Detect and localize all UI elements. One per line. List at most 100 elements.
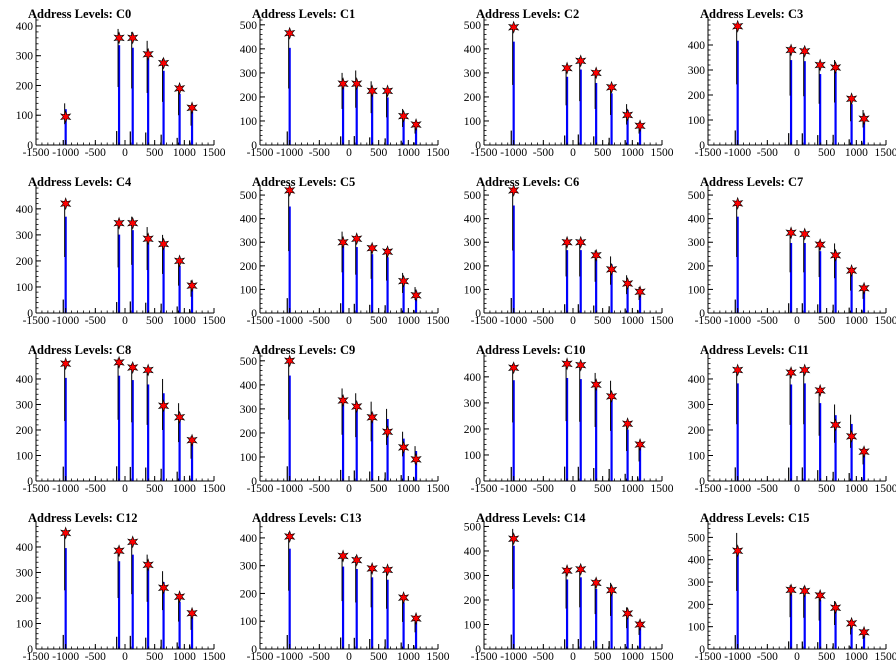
peak-marker	[605, 389, 618, 403]
histogram-tail	[832, 304, 834, 313]
y-tick-label: 0	[699, 308, 705, 320]
y-tick-label: 400	[240, 533, 258, 545]
histogram-tail	[817, 135, 819, 145]
histogram-bar	[638, 125, 642, 145]
histogram-tail	[564, 135, 566, 145]
x-tick-label: -500	[309, 651, 330, 663]
histogram-bar	[147, 384, 150, 481]
peak-marker	[634, 438, 646, 452]
histogram-tail	[286, 635, 288, 649]
x-tick-label: 1500	[427, 483, 450, 495]
histogram-bar	[117, 234, 121, 313]
histogram-tail	[593, 305, 595, 313]
chart-title: Address Levels: C6	[476, 175, 579, 189]
y-tick-label: 400	[464, 546, 482, 558]
histogram-tail	[413, 309, 415, 313]
x-tick-label: 0	[570, 483, 576, 495]
peak-marker	[113, 31, 125, 45]
peak-marker	[829, 248, 842, 262]
histogram-bar	[512, 545, 515, 649]
x-tick-label: 0	[794, 651, 800, 663]
histogram-bar	[147, 239, 150, 313]
chart-svg: Address Levels: C11 0 100 200 300 400 -1500 -10…	[688, 343, 896, 495]
x-tick-label: 1500	[651, 483, 674, 495]
histogram-bar	[386, 257, 389, 313]
histogram-bar	[819, 403, 822, 481]
histogram-tail	[62, 466, 64, 481]
histogram-bar	[819, 600, 822, 649]
peak-marker	[561, 235, 573, 249]
histogram-tail	[400, 308, 402, 313]
y-tick-label: 100	[688, 115, 706, 127]
chart-panel: Address Levels: C4 0 100 200 300 400 -1500 -100…	[0, 168, 226, 336]
histogram-tail	[369, 639, 371, 649]
histogram-bar	[190, 111, 194, 145]
histogram-tail	[801, 641, 803, 649]
histogram-bar	[64, 109, 67, 145]
histogram-bar	[414, 451, 418, 481]
y-tick-label: 500	[240, 190, 258, 202]
histogram-bar	[626, 429, 629, 481]
histogram-bar	[288, 375, 291, 481]
chart-svg: Address Levels: C4 0 100 200 300 400 -1500 -100…	[16, 175, 226, 327]
chart-title: Address Levels: C11	[700, 343, 809, 357]
y-tick-label: 0	[475, 644, 481, 656]
histogram-bar	[834, 71, 837, 145]
x-tick-label: -500	[85, 147, 106, 159]
peak-marker	[732, 544, 744, 558]
histogram-bar	[579, 69, 582, 145]
x-tick-label: -1000	[500, 147, 527, 159]
y-tick-label: 100	[688, 284, 706, 296]
y-tick-label: 0	[27, 476, 33, 488]
peak-marker	[621, 108, 634, 122]
histogram-bar	[178, 414, 181, 481]
histogram-bar	[162, 70, 165, 145]
x-tick-label: -500	[757, 651, 778, 663]
histogram-tail	[176, 306, 178, 313]
x-tick-label: -500	[85, 483, 106, 495]
x-tick-label: 500	[370, 651, 388, 663]
histogram-tail	[353, 136, 355, 145]
histogram-tail	[637, 309, 639, 313]
x-tick-label: 1500	[875, 315, 896, 327]
y-tick-label: 100	[464, 284, 482, 296]
y-tick-label: 300	[16, 567, 34, 579]
peak-marker	[351, 232, 363, 246]
x-tick-label: -500	[533, 315, 554, 327]
y-tick-label: 300	[688, 237, 706, 249]
peak-marker	[621, 417, 634, 431]
y-tick-label: 300	[688, 577, 706, 589]
x-tick-label: 1000	[621, 483, 644, 495]
y-tick-label: 100	[688, 450, 706, 462]
x-tick-label: 0	[570, 147, 576, 159]
x-tick-label: 0	[794, 315, 800, 327]
x-tick-label: -1000	[276, 147, 303, 159]
chart-panel: Address Levels: C10 0 100 200 300 400 -1500 -10…	[448, 336, 674, 504]
histogram-bar	[190, 442, 194, 481]
histogram-bar	[579, 577, 582, 649]
peak-marker	[366, 84, 378, 98]
peak-marker	[113, 216, 125, 230]
y-tick-label: 0	[475, 308, 481, 320]
histogram-tail	[510, 298, 512, 313]
histogram-tail	[340, 469, 342, 481]
peak-marker	[561, 564, 573, 578]
histogram-tail	[734, 130, 736, 145]
peak-marker	[157, 56, 170, 70]
histogram-tail	[116, 131, 118, 145]
y-tick-label: 0	[475, 476, 481, 488]
peak-marker	[397, 109, 410, 123]
x-tick-label: 1000	[621, 651, 644, 663]
histogram-bar	[789, 594, 793, 649]
peak-marker	[845, 616, 858, 630]
histogram-bar	[610, 264, 613, 313]
x-tick-label: 500	[818, 651, 836, 663]
histogram-bar	[626, 280, 629, 313]
peak-marker	[621, 606, 634, 620]
x-tick-label: 1000	[397, 651, 420, 663]
y-tick-label: 0	[27, 308, 33, 320]
y-tick-label: 0	[27, 644, 33, 656]
histogram-bar	[131, 230, 134, 313]
x-tick-label: -1000	[500, 483, 527, 495]
